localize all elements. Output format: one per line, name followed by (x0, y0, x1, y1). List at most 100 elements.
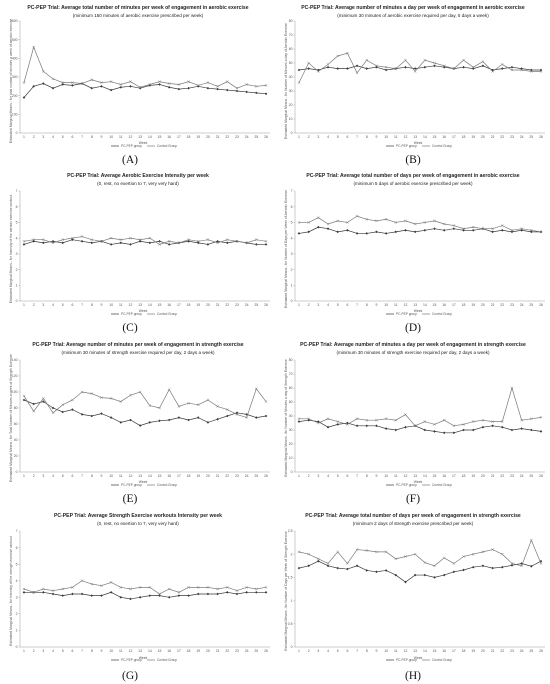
data-point (530, 564, 533, 568)
x-tick-label: 1 (23, 474, 25, 478)
data-point (316, 216, 320, 220)
y-tick-label: 0.5 (288, 622, 293, 626)
chart-subtitle: (0, rest, no exertion to 7, very very ha… (97, 521, 179, 526)
data-point (51, 592, 55, 596)
chart-title: PC-PEP Trial: Average number of minutes … (32, 342, 243, 348)
data-point (471, 428, 475, 432)
data-point (158, 406, 161, 410)
y-tick-label: 3 (16, 595, 18, 599)
x-tick-label: 9 (100, 649, 102, 653)
data-point (138, 238, 142, 242)
data-point (109, 80, 113, 84)
data-point (61, 238, 65, 242)
data-point (423, 561, 427, 564)
data-point (80, 239, 84, 243)
data-point (22, 591, 26, 594)
chart-subtitle: (minimum 5 days of aerobic exercise pres… (354, 181, 473, 186)
data-point (297, 232, 301, 235)
series-line (298, 560, 542, 583)
data-point (307, 564, 310, 568)
x-tick-label: 11 (119, 303, 123, 307)
data-point (245, 585, 249, 589)
data-point (216, 87, 219, 91)
data-point (61, 403, 65, 407)
data-point (264, 585, 268, 589)
x-tick-label: 17 (177, 649, 181, 653)
x-tick-label: 17 (452, 649, 456, 653)
legend-label: Control Group (432, 483, 452, 487)
x-tick-label: 8 (91, 649, 93, 653)
data-point (365, 418, 369, 422)
data-point (471, 65, 475, 69)
data-point (80, 235, 84, 238)
data-point (297, 566, 301, 570)
data-point (206, 238, 210, 242)
data-point (255, 591, 258, 594)
x-tick-label: 22 (225, 135, 229, 139)
y-tick-label: 30 (289, 89, 293, 93)
data-point (336, 566, 340, 570)
data-point (119, 241, 123, 245)
legend-label: PC-PEP group (121, 144, 142, 148)
data-point (109, 580, 113, 584)
data-point (375, 418, 378, 422)
x-tick-label: 20 (206, 303, 210, 307)
legend-label: PC-PEP group (396, 312, 417, 316)
data-point (138, 585, 142, 589)
y-tick-label: 0 (291, 131, 293, 135)
x-tick-label: 16 (167, 474, 171, 478)
data-point (32, 45, 36, 49)
data-point (462, 423, 465, 426)
x-tick-label: 2 (33, 303, 35, 307)
data-point (119, 585, 123, 589)
y-tick-label: 2 (291, 552, 293, 556)
data-point (148, 585, 152, 589)
x-tick-label: 24 (520, 474, 524, 478)
y-tick-label: 120 (12, 374, 18, 378)
x-tick-label: 10 (109, 303, 113, 307)
y-axis-label: Estimated Marginal Means - for Number of… (284, 531, 288, 651)
legend-label: Control Group (432, 312, 452, 316)
data-point (413, 67, 417, 70)
x-tick-label: 25 (254, 135, 258, 139)
x-tick-label: 10 (109, 649, 113, 653)
data-point (167, 587, 171, 591)
data-point (235, 413, 239, 416)
data-point (500, 224, 504, 227)
data-point (529, 417, 533, 421)
data-point (61, 410, 65, 414)
x-tick-label: 24 (520, 649, 524, 653)
y-tick-label: 0 (291, 645, 293, 649)
data-point (510, 228, 514, 232)
x-tick-label: 12 (404, 303, 408, 307)
data-point (500, 425, 504, 429)
data-point (167, 239, 171, 243)
data-point (539, 559, 543, 563)
x-tick-label: 8 (91, 303, 93, 307)
data-point (61, 594, 65, 597)
data-point (90, 86, 94, 90)
y-tick-label: 4 (16, 579, 18, 583)
data-point (365, 217, 369, 221)
x-tick-label: 9 (375, 303, 377, 307)
x-tick-label: 2 (308, 649, 310, 653)
x-tick-label: 9 (100, 474, 102, 478)
data-point (177, 87, 181, 91)
y-tick-label: 3 (16, 252, 18, 256)
data-point (471, 225, 475, 229)
x-axis-label: Week (139, 480, 148, 484)
x-tick-label: 26 (264, 649, 268, 653)
chart-subtitle: (minimum 150 minutes of aerobic exercise… (73, 13, 204, 18)
x-tick-label: 26 (539, 474, 543, 478)
x-tick-label: 21 (491, 649, 495, 653)
data-point (61, 83, 65, 86)
data-point (41, 397, 45, 400)
data-point (500, 228, 504, 232)
x-tick-label: 13 (413, 649, 417, 653)
data-point (196, 239, 200, 243)
x-tick-label: 22 (500, 649, 504, 653)
data-point (481, 60, 485, 63)
data-point (423, 428, 427, 432)
data-point (158, 239, 161, 243)
data-point (317, 225, 320, 229)
